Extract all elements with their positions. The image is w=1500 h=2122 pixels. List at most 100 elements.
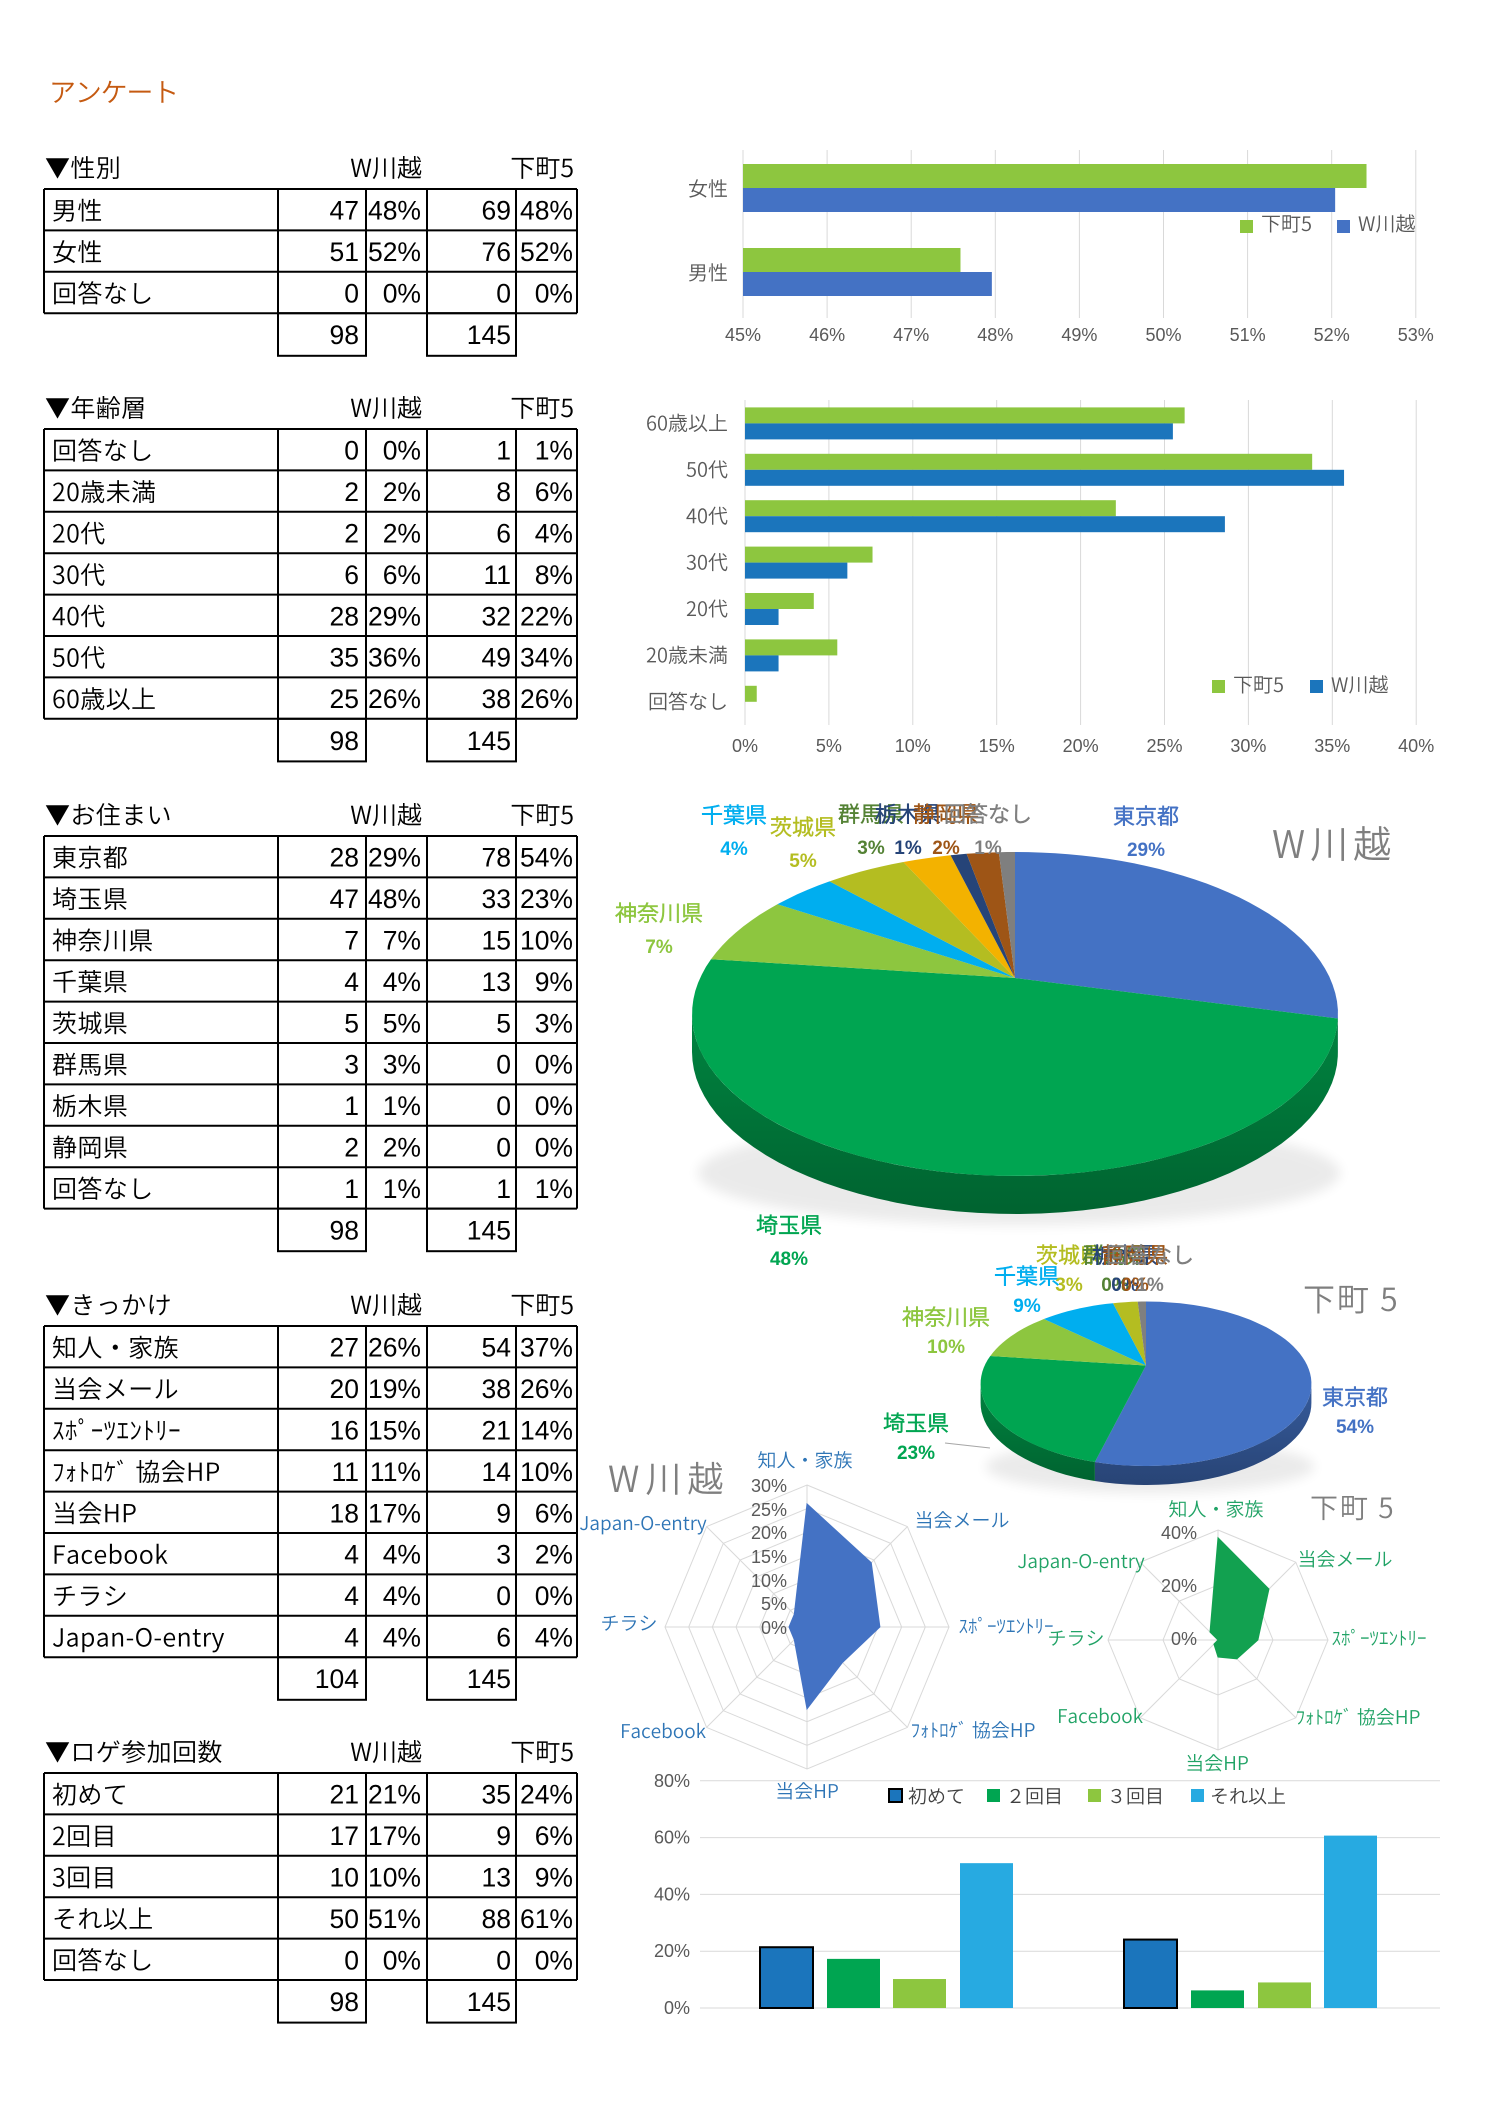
svg-text:0%: 0% <box>1121 1275 1149 1296</box>
svg-text:78: 78 <box>482 843 511 873</box>
svg-text:10%: 10% <box>520 926 573 956</box>
svg-text:37%: 37% <box>520 1333 573 1363</box>
svg-text:0: 0 <box>344 1945 359 1975</box>
svg-text:5: 5 <box>496 1008 511 1038</box>
svg-text:10%: 10% <box>520 1457 573 1487</box>
svg-text:10%: 10% <box>751 1571 787 1591</box>
svg-text:145: 145 <box>467 1987 511 2017</box>
svg-text:2%: 2% <box>932 838 960 859</box>
svg-text:4%: 4% <box>383 1623 421 1653</box>
svg-text:20%: 20% <box>654 1941 690 1961</box>
svg-text:51%: 51% <box>368 1904 421 1934</box>
svg-text:145: 145 <box>467 320 511 350</box>
svg-text:26%: 26% <box>368 1333 421 1363</box>
svg-text:47: 47 <box>330 884 359 914</box>
svg-text:2%: 2% <box>383 1133 421 1163</box>
svg-text:0: 0 <box>344 436 359 466</box>
svg-text:60%: 60% <box>654 1828 690 1848</box>
svg-text:2%: 2% <box>383 519 421 549</box>
svg-text:61%: 61% <box>520 1904 573 1934</box>
svg-text:21: 21 <box>330 1780 359 1810</box>
svg-text:20%: 20% <box>1063 736 1099 756</box>
svg-text:6%: 6% <box>383 560 421 590</box>
svg-text:4%: 4% <box>383 1581 421 1611</box>
svg-text:17%: 17% <box>368 1498 421 1528</box>
svg-text:4%: 4% <box>383 1540 421 1570</box>
svg-text:5%: 5% <box>761 1594 787 1614</box>
svg-text:48%: 48% <box>368 884 421 914</box>
svg-text:0: 0 <box>496 1581 511 1611</box>
svg-text:1: 1 <box>344 1174 359 1204</box>
svg-text:29%: 29% <box>1127 840 1165 861</box>
svg-text:50: 50 <box>330 1904 359 1934</box>
svg-text:51%: 51% <box>1230 325 1266 345</box>
svg-text:6: 6 <box>344 560 359 590</box>
svg-text:40%: 40% <box>654 1884 690 1904</box>
svg-text:1%: 1% <box>383 1174 421 1204</box>
svg-text:0: 0 <box>496 1050 511 1080</box>
svg-text:0%: 0% <box>761 1618 787 1638</box>
svg-text:54%: 54% <box>520 843 573 873</box>
svg-text:15%: 15% <box>368 1416 421 1446</box>
svg-text:7%: 7% <box>645 937 673 958</box>
svg-text:1%: 1% <box>894 838 922 859</box>
svg-text:36%: 36% <box>368 643 421 673</box>
svg-text:9%: 9% <box>535 1863 573 1893</box>
svg-text:21%: 21% <box>368 1780 421 1810</box>
svg-text:80%: 80% <box>654 1771 690 1791</box>
svg-text:14%: 14% <box>520 1416 573 1446</box>
svg-text:10%: 10% <box>368 1863 421 1893</box>
svg-text:53%: 53% <box>1398 325 1434 345</box>
svg-text:18: 18 <box>330 1498 359 1528</box>
svg-text:145: 145 <box>467 726 511 756</box>
svg-text:0%: 0% <box>383 279 421 309</box>
svg-text:5%: 5% <box>816 736 842 756</box>
svg-text:28: 28 <box>330 843 359 873</box>
svg-text:2%: 2% <box>383 477 421 507</box>
svg-text:54: 54 <box>482 1333 511 1363</box>
svg-text:10%: 10% <box>927 1337 965 1358</box>
svg-text:19%: 19% <box>368 1374 421 1404</box>
svg-text:33: 33 <box>482 884 511 914</box>
svg-text:0%: 0% <box>1101 1275 1129 1296</box>
svg-text:32: 32 <box>482 601 511 631</box>
svg-text:9: 9 <box>496 1498 511 1528</box>
svg-text:28: 28 <box>330 601 359 631</box>
svg-text:35%: 35% <box>1314 736 1350 756</box>
svg-text:40%: 40% <box>1161 1523 1197 1543</box>
svg-text:50%: 50% <box>1145 325 1181 345</box>
svg-text:35: 35 <box>330 643 359 673</box>
svg-text:5%: 5% <box>383 1008 421 1038</box>
svg-text:0%: 0% <box>732 736 758 756</box>
svg-text:145: 145 <box>467 1216 511 1246</box>
svg-text:4: 4 <box>344 1540 359 1570</box>
svg-text:7: 7 <box>344 926 359 956</box>
svg-text:52%: 52% <box>1314 325 1350 345</box>
svg-text:9: 9 <box>496 1821 511 1851</box>
svg-text:48%: 48% <box>977 325 1013 345</box>
svg-text:15: 15 <box>482 926 511 956</box>
svg-text:6: 6 <box>496 519 511 549</box>
svg-text:29%: 29% <box>368 843 421 873</box>
svg-text:17%: 17% <box>368 1821 421 1851</box>
svg-text:1%: 1% <box>974 838 1002 859</box>
svg-text:0: 0 <box>496 279 511 309</box>
svg-text:4: 4 <box>344 1581 359 1611</box>
svg-text:6%: 6% <box>535 1821 573 1851</box>
svg-text:27: 27 <box>330 1333 359 1363</box>
svg-text:52%: 52% <box>520 237 573 267</box>
svg-text:0%: 0% <box>535 1133 573 1163</box>
svg-text:4%: 4% <box>720 839 748 860</box>
svg-text:4: 4 <box>344 1623 359 1653</box>
svg-text:22%: 22% <box>520 601 573 631</box>
svg-text:7%: 7% <box>383 926 421 956</box>
svg-text:26%: 26% <box>368 684 421 714</box>
svg-text:15%: 15% <box>751 1547 787 1567</box>
svg-text:88: 88 <box>482 1904 511 1934</box>
svg-text:0%: 0% <box>664 1998 690 2018</box>
svg-text:0: 0 <box>496 1133 511 1163</box>
svg-text:6%: 6% <box>535 1498 573 1528</box>
svg-text:11%: 11% <box>370 1457 421 1487</box>
svg-text:38: 38 <box>482 684 511 714</box>
svg-text:0%: 0% <box>383 436 421 466</box>
